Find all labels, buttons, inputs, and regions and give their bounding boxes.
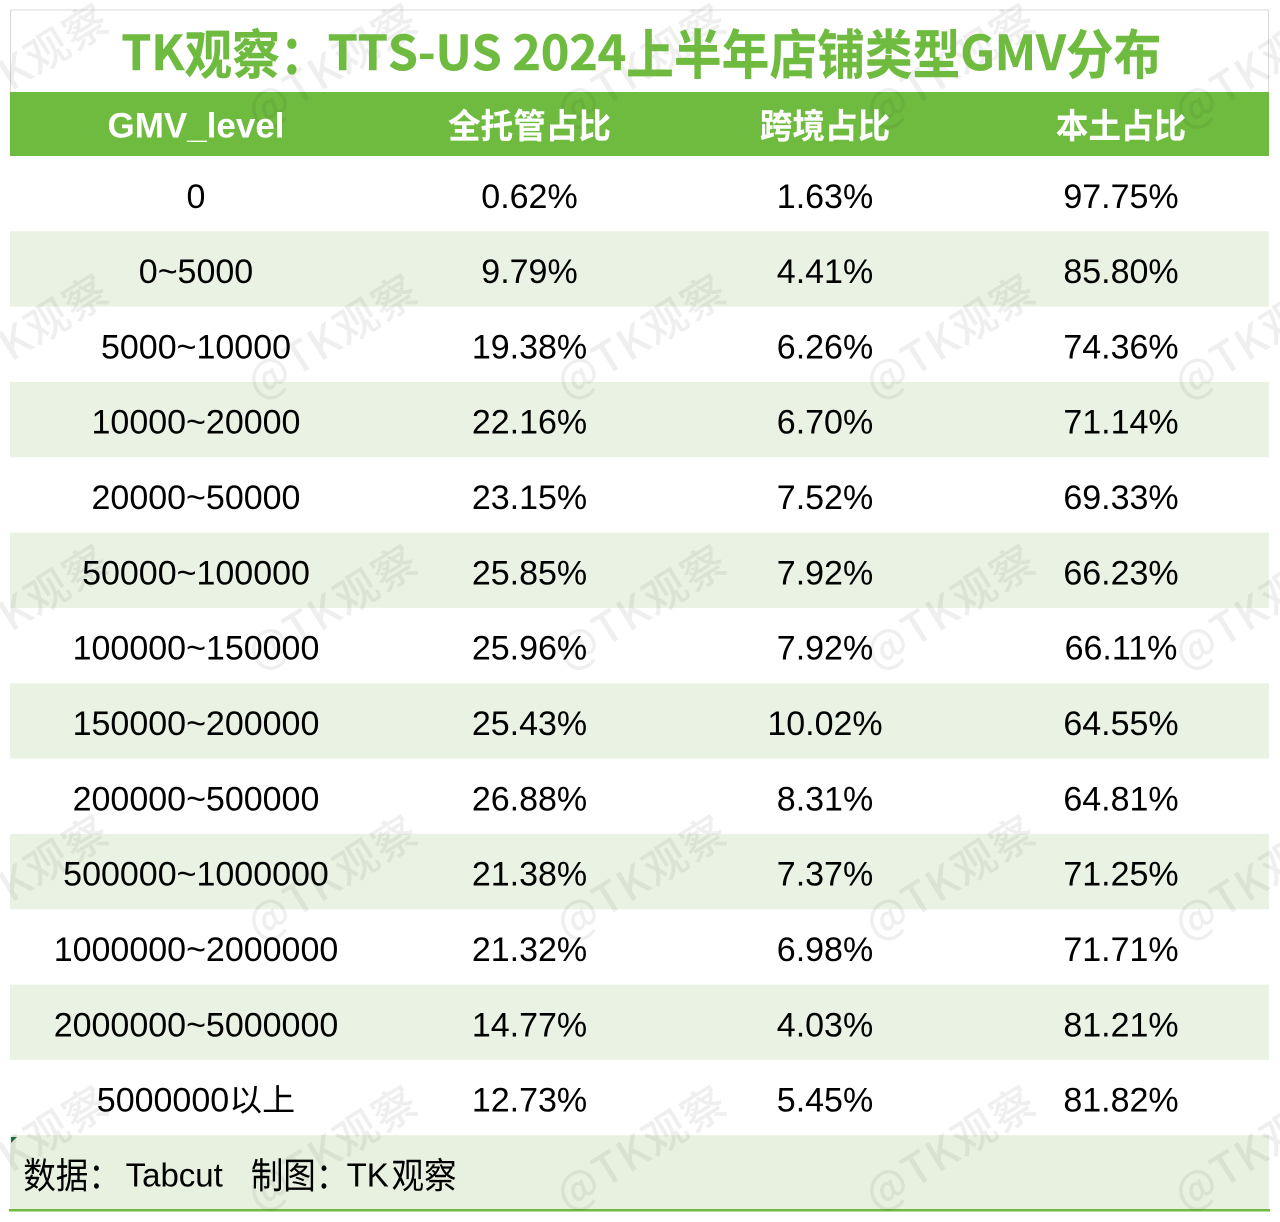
svg-text:20000~50000: 20000~50000 [92, 479, 301, 517]
svg-text:100000~150000: 100000~150000 [73, 630, 320, 668]
svg-text:6.98%: 6.98% [777, 931, 873, 969]
svg-text:22.16%: 22.16% [472, 404, 587, 442]
svg-text:25.96%: 25.96% [472, 630, 587, 668]
svg-text:81.21%: 81.21% [1063, 1006, 1178, 1044]
svg-text:10.02%: 10.02% [767, 705, 882, 743]
svg-text:5000000: 5000000 [97, 1082, 229, 1120]
svg-text:25.85%: 25.85% [472, 554, 587, 592]
svg-text:6.70%: 6.70% [777, 404, 873, 442]
svg-text:71.14%: 71.14% [1063, 404, 1178, 442]
svg-text:0~5000: 0~5000 [139, 253, 253, 291]
svg-text:9.79%: 9.79% [481, 253, 577, 291]
svg-text:8.31%: 8.31% [777, 780, 873, 818]
svg-text:19.38%: 19.38% [472, 328, 587, 366]
svg-text:50000~100000: 50000~100000 [82, 554, 310, 592]
svg-text:12.73%: 12.73% [472, 1082, 587, 1120]
svg-text:64.55%: 64.55% [1063, 705, 1178, 743]
svg-text:4.03%: 4.03% [777, 1006, 873, 1044]
svg-text:85.80%: 85.80% [1063, 253, 1178, 291]
svg-text:25.43%: 25.43% [472, 705, 587, 743]
svg-text:66.11%: 66.11% [1065, 630, 1178, 668]
svg-text:64.81%: 64.81% [1063, 780, 1178, 818]
svg-text:0.62%: 0.62% [481, 178, 577, 216]
svg-text:14.77%: 14.77% [472, 1006, 587, 1044]
svg-text:500000~1000000: 500000~1000000 [63, 856, 329, 894]
svg-text:21.32%: 21.32% [472, 931, 587, 969]
svg-text:71.25%: 71.25% [1063, 856, 1178, 894]
svg-text:7.52%: 7.52% [777, 479, 873, 517]
svg-text:69.33%: 69.33% [1063, 479, 1178, 517]
svg-text:1000000~2000000: 1000000~2000000 [54, 931, 339, 969]
svg-text:23.15%: 23.15% [472, 479, 587, 517]
svg-text:TK: TK [347, 1157, 389, 1194]
svg-text:5000~10000: 5000~10000 [101, 328, 291, 366]
svg-text:5.45%: 5.45% [777, 1082, 873, 1120]
svg-text:71.71%: 71.71% [1063, 931, 1178, 969]
svg-text:21.38%: 21.38% [472, 856, 587, 894]
svg-text:1.63%: 1.63% [777, 178, 873, 216]
svg-text:200000~500000: 200000~500000 [73, 780, 320, 818]
svg-text:0: 0 [187, 178, 206, 216]
svg-text:7.37%: 7.37% [777, 856, 873, 894]
svg-text:Tabcut: Tabcut [126, 1157, 223, 1194]
svg-text:6.26%: 6.26% [777, 328, 873, 366]
svg-text:7.92%: 7.92% [777, 630, 873, 668]
svg-text:97.75%: 97.75% [1063, 178, 1178, 216]
svg-text:26.88%: 26.88% [472, 780, 587, 818]
svg-text:GMV_level: GMV_level [107, 107, 284, 146]
svg-text:2000000~5000000: 2000000~5000000 [54, 1006, 339, 1044]
svg-text:4.41%: 4.41% [777, 253, 873, 291]
svg-text:74.36%: 74.36% [1063, 328, 1178, 366]
svg-text:66.23%: 66.23% [1063, 554, 1178, 592]
svg-text:7.92%: 7.92% [777, 554, 873, 592]
svg-text:150000~200000: 150000~200000 [73, 705, 320, 743]
svg-text:10000~20000: 10000~20000 [92, 404, 301, 442]
svg-text:81.82%: 81.82% [1063, 1082, 1178, 1120]
